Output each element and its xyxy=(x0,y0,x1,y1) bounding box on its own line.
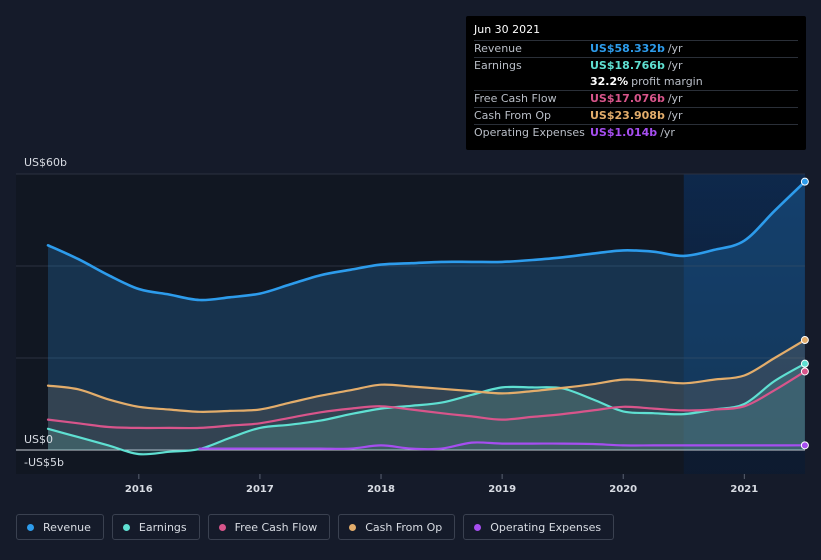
tooltip-value: US$23.908b xyxy=(590,109,665,122)
y-axis-label-zero: US$0 xyxy=(24,433,53,446)
legend-item-revenue[interactable]: Revenue xyxy=(16,514,104,540)
earnings-area xyxy=(48,363,805,455)
x-tick-label: 2019 xyxy=(488,484,516,495)
cash-from-op-end-marker xyxy=(800,336,809,345)
tooltip-unit: /yr xyxy=(667,92,683,105)
series-fills xyxy=(48,181,805,455)
legend-dot-icon xyxy=(122,523,130,531)
x-tick-label: 2018 xyxy=(367,484,395,495)
tooltip-value: US$17.076b xyxy=(590,92,665,105)
data-tooltip: Jun 30 2021 Revenue US$58.332b /yr Earni… xyxy=(466,16,806,150)
x-tick-label: 2016 xyxy=(125,484,153,495)
tooltip-unit: /yr xyxy=(667,59,683,72)
legend-item-earnings[interactable]: Earnings xyxy=(111,514,200,540)
tooltip-row-revenue: Revenue US$58.332b /yr xyxy=(474,40,798,57)
grid-lines xyxy=(16,173,805,451)
tooltip-value: US$18.766b xyxy=(590,59,665,72)
legend-label: Cash From Op xyxy=(365,520,443,534)
y-axis-label-top: US$60b xyxy=(24,156,67,169)
legend-dot-icon xyxy=(218,523,226,531)
legend-label: Earnings xyxy=(138,520,187,534)
earnings-line xyxy=(46,362,806,456)
x-tick-label: 2020 xyxy=(609,484,637,495)
chart-legend: Revenue Earnings Free Cash Flow Cash Fro… xyxy=(16,514,622,542)
legend-label: Revenue xyxy=(43,520,91,534)
x-tick-label: 2021 xyxy=(730,484,758,495)
tooltip-label: Free Cash Flow xyxy=(474,92,557,105)
tooltip-unit: /yr xyxy=(660,126,675,139)
operating-expenses-line xyxy=(198,441,806,451)
legend-dot-icon xyxy=(474,523,482,531)
tooltip-value: 32.2% xyxy=(590,75,629,88)
tooltip-label: Earnings xyxy=(474,59,522,72)
tooltip-label: Revenue xyxy=(474,42,522,55)
tooltip-row-operating-expenses: Operating Expenses US$1.014b /yr xyxy=(474,124,798,141)
tooltip-label xyxy=(474,74,590,90)
tooltip-label: Cash From Op xyxy=(474,109,552,122)
revenue-line xyxy=(46,180,807,302)
cash-from-op-area xyxy=(48,340,805,450)
tooltip-unit: /yr xyxy=(667,109,683,122)
tooltip-value: US$58.332b xyxy=(590,42,665,55)
tooltip-value: US$1.014b xyxy=(590,126,658,139)
legend-dot-icon xyxy=(349,523,357,531)
legend-item-cash-from-op[interactable]: Cash From Op xyxy=(338,514,456,540)
legend-item-operating-expenses[interactable]: Operating Expenses xyxy=(463,514,615,540)
operating-expenses-end-marker xyxy=(800,441,809,450)
tooltip-row-earnings: Earnings US$18.766b /yr xyxy=(474,57,798,74)
tooltip-date: Jun 30 2021 xyxy=(474,23,541,36)
tooltip-unit: /yr xyxy=(667,42,683,55)
legend-label: Free Cash Flow xyxy=(234,520,318,534)
revenue-end-marker xyxy=(800,177,809,186)
tooltip-row-free-cash-flow: Free Cash Flow US$17.076b /yr xyxy=(474,90,798,107)
free-cash-flow-end-marker xyxy=(800,367,809,376)
y-axis-label-bottom: -US$5b xyxy=(24,456,64,469)
free-cash-flow-line xyxy=(46,370,806,430)
tooltip-unit: profit margin xyxy=(631,75,703,88)
series-end-markers xyxy=(800,177,809,450)
chart-area: 2016 2017 2018 2019 2020 2021 US$60b US$0 -US… xyxy=(16,156,809,495)
tooltip-row-profit-margin: 32.2% profit margin xyxy=(474,74,798,90)
tooltip-label: Operating Expenses xyxy=(474,126,585,139)
forecast-highlight-band xyxy=(683,174,805,474)
revenue-area xyxy=(48,181,805,450)
x-axis-ticks: 2016 2017 2018 2019 2020 2021 xyxy=(125,474,758,495)
legend-dot-icon xyxy=(27,523,34,531)
legend-item-free-cash-flow[interactable]: Free Cash Flow xyxy=(207,514,331,540)
earnings-end-marker xyxy=(800,359,809,368)
cash-from-op-line xyxy=(46,338,806,413)
plot-background xyxy=(16,174,805,474)
series-lines xyxy=(46,180,807,456)
x-tick-label: 2017 xyxy=(246,484,274,495)
tooltip-row-cash-from-op: Cash From Op US$23.908b /yr xyxy=(474,107,798,124)
legend-label: Operating Expenses xyxy=(490,520,602,534)
